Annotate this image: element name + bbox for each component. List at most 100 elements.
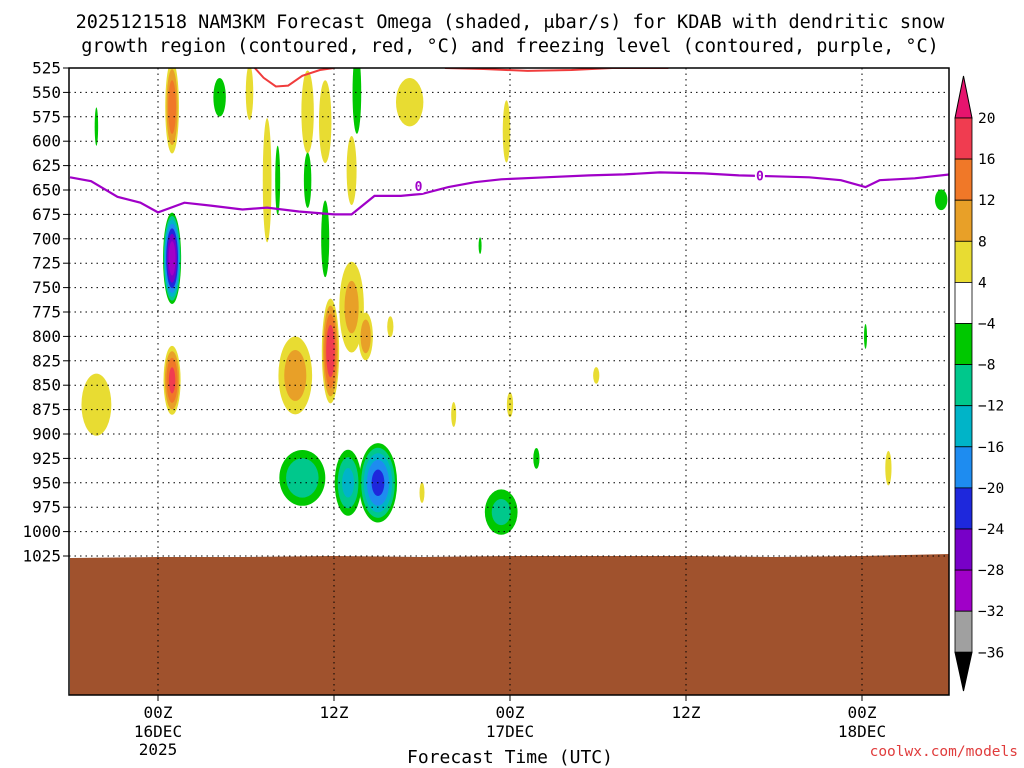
plot-frame <box>68 67 950 696</box>
colorbar-swatch <box>954 199 973 242</box>
omega-contour-band <box>168 80 177 134</box>
omega-contour-band <box>245 68 254 120</box>
omega-contour-band <box>885 450 892 486</box>
y-tick-label: 650 <box>32 181 61 200</box>
omega-feature <box>346 135 357 205</box>
colorbar-swatch <box>954 240 973 283</box>
y-tick-label: 850 <box>32 376 61 395</box>
colorbar-level-label: −4 <box>978 317 996 333</box>
omega-contour-band <box>303 152 312 208</box>
omega-feature <box>387 316 394 337</box>
omega-feature <box>358 312 373 361</box>
x-tick-label: 00Z <box>144 703 173 722</box>
omega-feature <box>321 200 330 278</box>
omega-feature <box>163 345 181 415</box>
y-tick-label: 775 <box>32 303 61 322</box>
omega-feature <box>278 336 313 415</box>
omega-contour-band <box>387 316 394 337</box>
freezing-level-contour <box>69 171 949 216</box>
omega-contour-band <box>94 107 99 146</box>
dendritic-growth-contour <box>254 68 335 88</box>
omega-contour-band <box>502 100 511 163</box>
y-tick-label: 825 <box>32 351 61 370</box>
omega-contour-band <box>346 135 357 205</box>
omega-feature <box>262 118 272 243</box>
y-tick-label: 625 <box>32 156 61 175</box>
y-tick-label: 950 <box>32 473 61 492</box>
colorbar-bottom-arrow <box>954 651 973 692</box>
x-tick-year: 2025 <box>139 740 178 759</box>
colorbar-level-label: 8 <box>978 234 987 250</box>
omega-contour-band <box>286 458 319 498</box>
colorbar: 20 16 12 8 4 −4 −8 −12 −16 −20 −24 −28 −32 −36 <box>954 75 1004 692</box>
colorbar-level-label: −20 <box>978 481 1004 497</box>
colorbar-level-label: 16 <box>978 152 995 168</box>
omega-contour-band <box>213 77 226 117</box>
freezing-level-label-bg <box>754 168 765 183</box>
chart-title-line2: growth region (contoured, red, °C) and f… <box>81 36 939 57</box>
omega-feature <box>593 367 600 384</box>
colorbar-level-label: −16 <box>978 440 1004 456</box>
chart-title-line1: 2025121518 NAM3KM Forecast Omega (shaded… <box>76 12 946 33</box>
colorbar-swatch <box>954 158 973 201</box>
colorbar-swatch <box>954 487 973 530</box>
omega-contour-band <box>344 280 359 334</box>
omega-feature <box>533 448 540 469</box>
freezing-level-label: 0 <box>415 180 423 195</box>
omega-feature <box>334 449 362 516</box>
omega-feature <box>94 107 99 146</box>
omega-contour-band <box>395 78 424 127</box>
omega-contour-band <box>934 189 948 211</box>
terrain-fill <box>70 554 949 695</box>
x-tick-label: 00Z <box>496 703 525 722</box>
x-axis-label: Forecast Time (UTC) <box>407 747 613 768</box>
colorbar-level-label: −12 <box>978 399 1004 415</box>
omega-feature <box>318 80 332 164</box>
terrain-layer <box>70 554 949 695</box>
y-tick-label: 675 <box>32 205 61 224</box>
x-tick-date: 16DEC <box>134 722 182 741</box>
colorbar-level-label: −32 <box>978 604 1004 620</box>
omega-feature <box>395 78 424 127</box>
colorbar-swatch <box>954 405 973 448</box>
omega-contour-band <box>360 319 371 354</box>
y-tick-label: 550 <box>32 83 61 102</box>
colorbar-level-label: −24 <box>978 522 1004 538</box>
omega-contour-band <box>284 349 307 401</box>
omega-contour-band <box>342 468 355 498</box>
y-tick-label: 975 <box>32 498 61 517</box>
colorbar-level-label: 20 <box>978 111 995 127</box>
omega-contour-band <box>168 241 176 276</box>
y-tick-label: 1025 <box>22 547 61 566</box>
omega-contour-band <box>321 200 330 278</box>
colorbar-swatch <box>954 446 973 489</box>
y-tick-label: 725 <box>32 254 61 273</box>
y-tick-label: 525 <box>32 59 61 78</box>
y-tick-label: 700 <box>32 229 61 248</box>
omega-contour-band <box>352 68 362 134</box>
colorbar-swatch <box>954 610 973 653</box>
omega-feature <box>165 68 179 154</box>
omega-contour-band <box>419 482 425 503</box>
colorbar-swatch <box>954 569 973 612</box>
omega-feature <box>864 323 868 349</box>
omega-feature <box>339 261 364 353</box>
omega-feature <box>934 189 948 211</box>
omega-contour-band <box>318 80 332 164</box>
omega-feature <box>275 145 281 215</box>
omega-feature <box>213 77 226 117</box>
colorbar-swatch <box>954 117 973 160</box>
omega-contour-band <box>491 498 511 526</box>
y-tick-label: 1000 <box>22 522 61 541</box>
colorbar-level-label: −8 <box>978 358 995 374</box>
colorbar-swatch <box>954 323 973 365</box>
x-tick-label: 12Z <box>672 703 701 722</box>
omega-feature <box>279 450 326 506</box>
x-tick-date: 18DEC <box>838 722 886 741</box>
y-axis: 525 550 575 600 625 650 675 700 725 750 775 800 825 8… <box>22 59 69 566</box>
omega-shading <box>81 68 948 535</box>
dendritic-growth-contour <box>444 68 669 72</box>
y-tick-label: 800 <box>32 327 61 346</box>
omega-feature <box>885 450 892 486</box>
colorbar-level-label: 12 <box>978 193 995 209</box>
